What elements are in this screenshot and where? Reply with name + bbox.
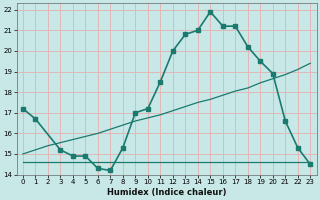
- X-axis label: Humidex (Indice chaleur): Humidex (Indice chaleur): [107, 188, 226, 197]
